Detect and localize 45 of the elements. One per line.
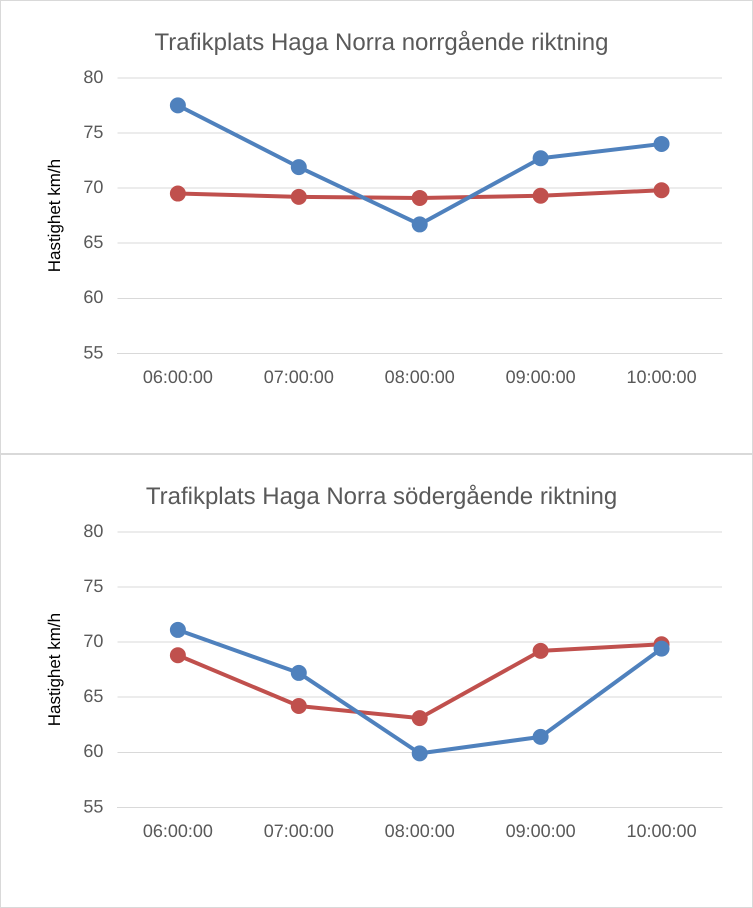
point	[654, 640, 670, 657]
point	[412, 745, 428, 762]
point	[412, 190, 428, 206]
x-tick-label: 09:00:00	[506, 821, 576, 842]
point	[532, 642, 549, 659]
point	[170, 622, 186, 638]
y-tick-label: 55	[83, 796, 104, 816]
y-tick-label: 70	[83, 177, 104, 198]
y-axis-title: Hastighet km/h	[44, 612, 64, 726]
point	[532, 188, 549, 204]
x-tick-label: 08:00:00	[384, 367, 455, 388]
y-axis-title: Hastighet km/h	[44, 158, 64, 272]
x-tick-label: 06:00:00	[142, 367, 213, 388]
point	[412, 216, 428, 232]
x-tick-label: 07:00:00	[264, 821, 334, 842]
point	[290, 188, 307, 205]
point	[654, 136, 670, 152]
x-tick-label: 06:00:00	[142, 821, 213, 842]
y-tick-label: 75	[83, 576, 104, 596]
x-tick-label: 10:00:00	[626, 821, 697, 842]
y-tick-label: 80	[83, 66, 104, 87]
point	[290, 698, 307, 714]
x-tick-label: 07:00:00	[264, 367, 334, 388]
point	[290, 159, 307, 176]
y-tick-label: 80	[83, 520, 104, 541]
y-tick-label: 55	[83, 342, 104, 362]
point	[412, 710, 428, 726]
point	[654, 182, 670, 198]
point	[532, 150, 549, 166]
point	[170, 97, 186, 114]
point	[170, 186, 186, 202]
y-tick-label: 60	[83, 741, 104, 762]
y-tick-label: 60	[83, 287, 104, 308]
x-tick-label: 10:00:00	[626, 367, 697, 388]
point	[170, 647, 186, 664]
point	[532, 728, 549, 745]
y-tick-label: 70	[83, 631, 104, 652]
y-tick-label: 65	[83, 232, 104, 252]
y-tick-label: 75	[83, 122, 104, 142]
x-tick-label: 08:00:00	[384, 821, 455, 842]
chart-title: Trafikplats Haga Norra norrgående riktning	[154, 29, 608, 56]
chart-title: Trafikplats Haga Norra södergående riktning	[146, 483, 618, 510]
point	[290, 664, 307, 681]
y-tick-label: 65	[83, 686, 104, 706]
x-tick-label: 09:00:00	[506, 367, 576, 388]
